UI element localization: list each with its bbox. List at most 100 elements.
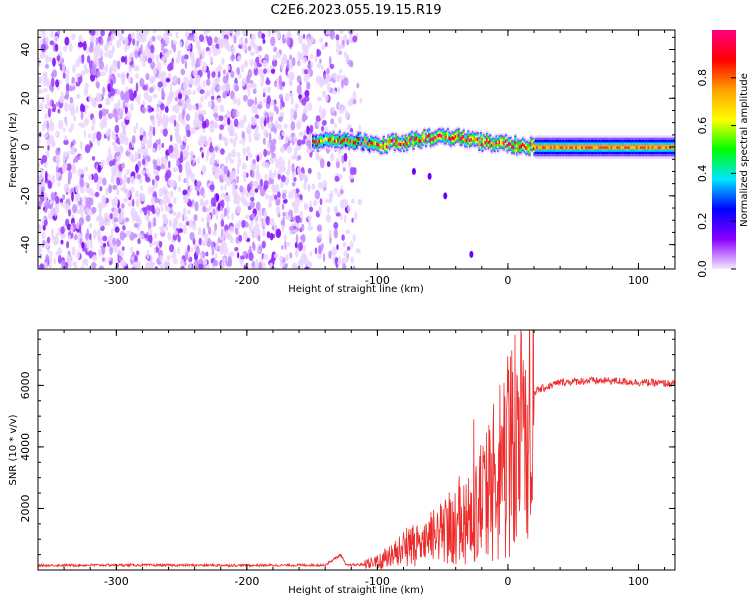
heatmap-cell xyxy=(209,157,215,166)
heatmap-cell xyxy=(350,60,354,68)
heatmap-cell xyxy=(327,206,330,214)
heatmap-cell xyxy=(523,144,526,148)
heatmap-cell xyxy=(145,214,150,221)
heatmap-cell xyxy=(43,88,48,93)
heatmap-cell xyxy=(113,145,119,152)
heatmap-cell xyxy=(346,54,350,64)
heatmap-cell xyxy=(227,117,231,126)
heatmap-cell xyxy=(113,135,117,141)
heatmap-cell xyxy=(184,31,190,38)
heatmap-cell xyxy=(423,134,426,138)
heatmap-cell xyxy=(220,199,225,209)
heatmap-cell xyxy=(350,240,354,249)
heatmap-cell xyxy=(52,235,57,243)
heatmap-cell xyxy=(415,136,418,140)
heatmap-cell xyxy=(303,180,307,191)
heatmap-cell xyxy=(243,114,247,123)
heatmap-cell xyxy=(318,139,321,144)
heatmap-cell xyxy=(259,116,265,122)
y-tick-label: 20 xyxy=(19,91,32,105)
heatmap-cell xyxy=(303,135,307,140)
heatmap-cell xyxy=(74,264,78,269)
heatmap-cell xyxy=(325,198,331,204)
heatmap-cell xyxy=(68,103,73,112)
heatmap-cell xyxy=(237,157,242,167)
heatmap-cell xyxy=(291,121,296,131)
heatmap-cell xyxy=(260,81,264,88)
heatmap-cell xyxy=(257,235,261,242)
heatmap-cell xyxy=(254,223,260,232)
heatmap-cell xyxy=(319,158,325,169)
heatmap-cell xyxy=(121,126,126,133)
heatmap-cell xyxy=(269,262,273,268)
heatmap-cell xyxy=(257,45,263,52)
heatmap-cell xyxy=(263,253,268,260)
heatmap-cell xyxy=(565,146,568,149)
heatmap-cell xyxy=(316,143,320,147)
y-tick-label: -20 xyxy=(19,187,32,205)
heatmap-cell xyxy=(70,33,76,40)
heatmap-cell xyxy=(60,201,63,208)
heatmap-cell xyxy=(665,146,668,149)
heatmap-cell xyxy=(579,146,582,149)
heatmap-cell xyxy=(84,68,90,74)
heatmap-cell xyxy=(318,76,323,86)
heatmap-cell xyxy=(183,76,189,83)
heatmap-cell xyxy=(63,139,69,146)
heatmap-cell xyxy=(201,53,205,60)
heatmap-cell xyxy=(96,215,102,222)
heatmap-cell xyxy=(234,132,238,141)
heatmap-cell xyxy=(543,146,546,149)
heatmap-cell xyxy=(336,161,340,169)
heatmap-cell xyxy=(341,154,345,164)
heatmap-cell xyxy=(189,261,192,269)
heatmap-cell xyxy=(269,65,274,70)
heatmap-cell xyxy=(316,155,322,162)
heatmap-cell xyxy=(102,200,106,209)
heatmap-cell xyxy=(157,144,162,151)
heatmap-cell xyxy=(297,155,302,161)
heatmap-cell xyxy=(396,141,400,145)
heatmap-cell xyxy=(328,229,332,239)
heatmap-cell xyxy=(288,226,294,231)
heatmap-cell xyxy=(88,250,93,259)
heatmap-cell xyxy=(83,195,87,203)
heatmap-cell xyxy=(486,138,489,142)
heatmap-cell xyxy=(350,256,354,264)
heatmap-cell xyxy=(338,136,342,140)
heatmap-cell xyxy=(201,152,204,159)
heatmap-cell xyxy=(100,30,105,37)
heatmap-cell xyxy=(145,73,150,81)
heatmap-cell xyxy=(273,105,278,112)
heatmap-cell xyxy=(121,73,126,79)
heatmap-cell xyxy=(359,98,363,104)
heatmap-cell xyxy=(279,146,285,154)
heatmap-cell xyxy=(174,126,180,134)
heatmap-cell xyxy=(282,192,286,200)
heatmap-cell xyxy=(471,136,475,140)
heatmap-cell xyxy=(237,98,241,107)
heatmap-cell xyxy=(211,71,216,78)
heatmap-cell xyxy=(255,201,261,211)
heatmap-cell xyxy=(185,176,189,184)
heatmap-cell xyxy=(215,43,220,50)
heatmap-cell xyxy=(573,146,576,149)
heatmap-cell xyxy=(75,93,81,100)
heatmap-cell xyxy=(608,146,611,149)
heatmap-cell xyxy=(164,259,167,268)
heatmap-cell xyxy=(41,154,48,164)
snr-frame xyxy=(37,329,676,571)
heatmap-cell xyxy=(616,146,619,149)
heatmap-cell xyxy=(161,44,164,51)
heatmap-cell xyxy=(77,248,80,259)
heatmap-cell xyxy=(191,55,195,65)
heatmap-cell xyxy=(38,189,41,195)
heatmap-cell xyxy=(612,146,615,149)
snr-y-axis-label: SNR (10 * v/v) xyxy=(8,414,19,485)
heatmap-cell xyxy=(107,113,114,119)
heatmap-cell xyxy=(165,106,169,113)
heatmap-cell xyxy=(275,228,282,239)
heatmap-cell xyxy=(220,219,225,228)
heatmap-cell xyxy=(116,188,119,196)
heatmap-cell xyxy=(237,56,242,61)
